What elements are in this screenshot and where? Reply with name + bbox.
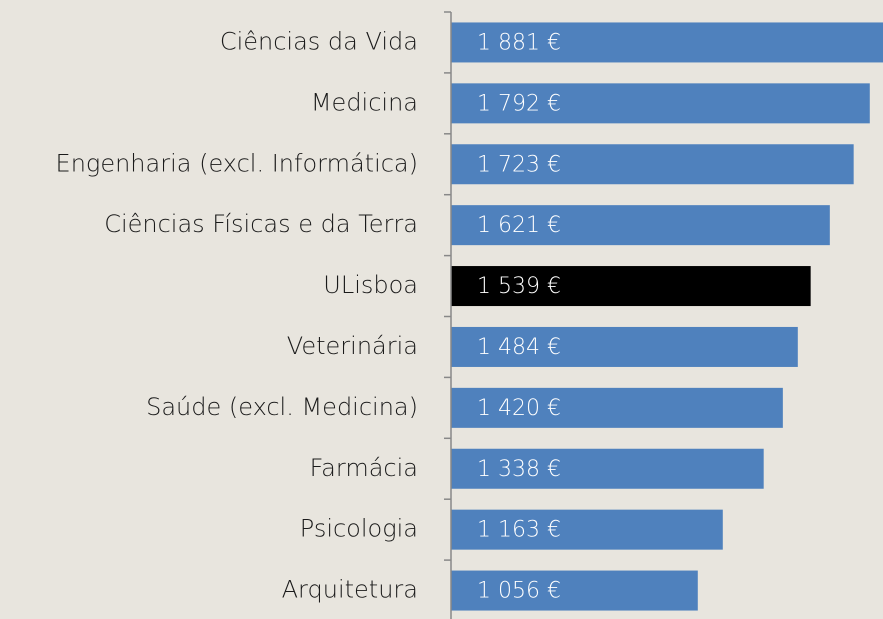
bar: [451, 266, 811, 307]
value-label: 1 056 €: [477, 579, 561, 604]
bar: [451, 22, 883, 63]
category-label: Arquitetura: [282, 576, 418, 604]
value-label: 1 338 €: [477, 457, 561, 482]
category-label: ULisboa: [323, 271, 418, 299]
bar: [451, 509, 723, 550]
value-label: 1 621 €: [477, 213, 561, 238]
value-label: 1 881 €: [477, 30, 561, 55]
category-label: Ciências Físicas e da Terra: [104, 210, 418, 238]
value-label: 1 723 €: [477, 152, 561, 177]
category-label: Ciências da Vida: [220, 27, 418, 55]
category-label: Medicina: [311, 88, 418, 116]
category-label: Saúde (excl. Medicina): [146, 393, 418, 421]
value-label: 1 792 €: [477, 91, 561, 116]
category-label: Engenharia (excl. Informática): [56, 149, 418, 177]
bar: [451, 205, 830, 246]
bar: [451, 326, 798, 367]
category-label: Veterinária: [287, 332, 418, 360]
category-label: Psicologia: [300, 515, 418, 543]
bar: [451, 144, 854, 185]
value-label: 1 539 €: [477, 274, 561, 299]
bar: [451, 83, 870, 124]
value-label: 1 163 €: [477, 518, 561, 543]
value-label: 1 484 €: [477, 335, 561, 360]
category-label: Farmácia: [310, 454, 418, 482]
bar: [451, 448, 764, 489]
value-label: 1 420 €: [477, 396, 561, 421]
bar: [451, 570, 698, 611]
bar: [451, 387, 783, 428]
